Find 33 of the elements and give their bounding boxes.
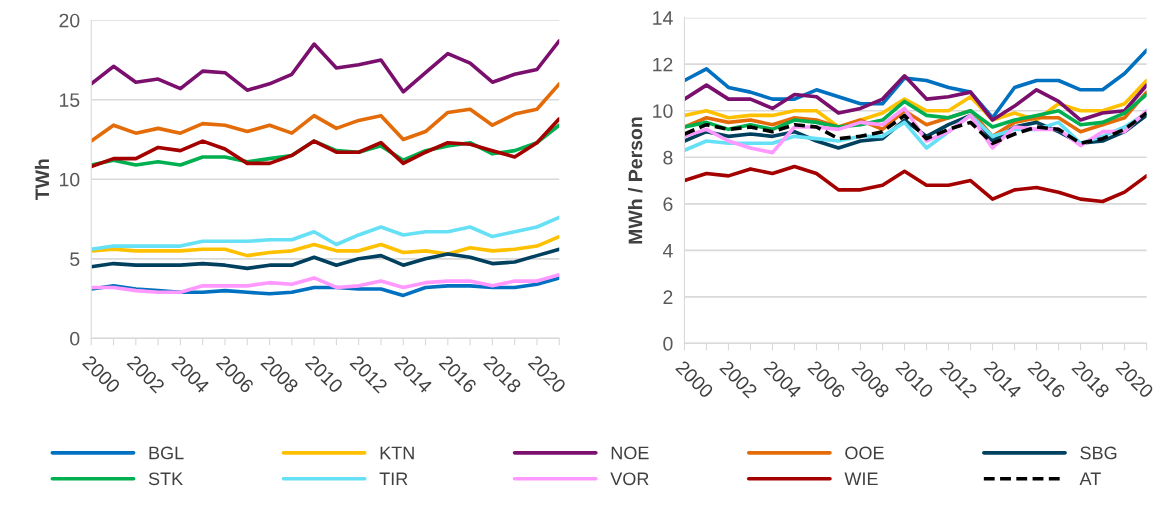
y-tick-label: 12 [653, 57, 673, 72]
legend-label: TIR [379, 472, 408, 485]
legend-label: STK [148, 472, 183, 486]
y-axis-title: TWh [34, 159, 49, 201]
y-tick-label: 10 [653, 104, 673, 118]
y-tick-label: 14 [653, 11, 673, 25]
y-tick-label: 2 [663, 290, 673, 304]
y-tick-label: 20 [59, 13, 80, 28]
legend-label: NOE [611, 446, 649, 460]
line-series [91, 234, 560, 258]
line-series [91, 82, 560, 143]
line-series [91, 247, 560, 271]
legend-label: KTN [380, 446, 414, 460]
legend-label: BGL [149, 446, 184, 460]
y-tick-label: 6 [663, 197, 673, 212]
line-series [91, 39, 560, 94]
y-tick-label: 15 [60, 93, 80, 107]
y-tick-label: 10 [60, 172, 80, 187]
line-series [684, 74, 1147, 122]
y-tick-label: 0 [70, 331, 80, 346]
y-tick-label: 4 [662, 244, 673, 258]
line-series [684, 164, 1147, 204]
legend-label: AT [1079, 472, 1101, 485]
line-series [91, 215, 560, 252]
y-tick-label: 5 [70, 252, 80, 267]
y-axis-title: MWh / Person [628, 117, 643, 244]
legend-label: SBG [1080, 446, 1117, 460]
legend-label: WIE [844, 472, 878, 485]
y-tick-label: 8 [663, 150, 673, 165]
line-series [91, 117, 560, 169]
legend-label: VOR [610, 472, 649, 486]
y-tick-label: 0 [663, 336, 673, 351]
legend-label: OOE [845, 446, 884, 460]
